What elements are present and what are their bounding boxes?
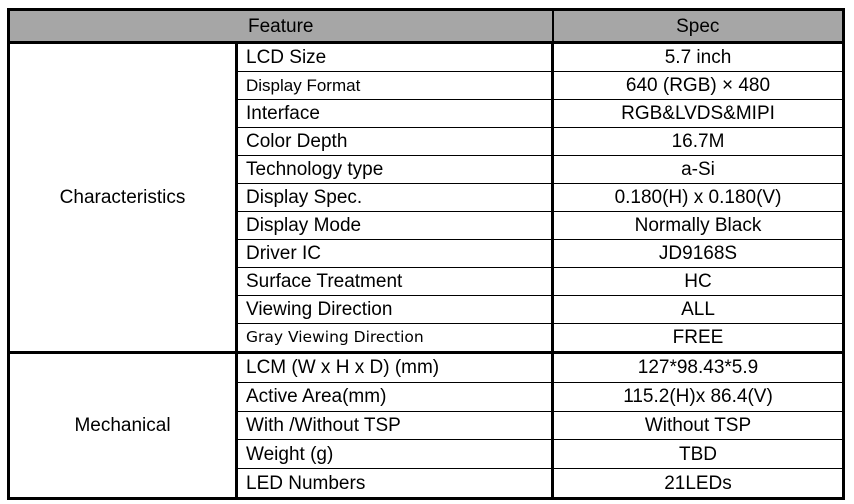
feature-cell: Weight (g) <box>236 439 554 470</box>
feature-cell: LED Numbers <box>236 468 554 500</box>
spec-cell: RGB&LVDS&MIPI <box>552 99 844 128</box>
table-row: Interface RGB&LVDS&MIPI <box>9 99 844 128</box>
feature-cell: Driver IC <box>236 239 554 268</box>
table-row: With /Without TSP Without TSP <box>9 411 844 441</box>
feature-cell: LCD Size <box>236 42 554 72</box>
feature-cell: Interface <box>236 99 554 128</box>
feature-cell: Display Spec. <box>236 183 554 212</box>
spec-cell: 0.180(H) x 0.180(V) <box>552 183 844 212</box>
spec-cell: Normally Black <box>552 211 844 240</box>
feature-cell: Technology type <box>236 155 554 184</box>
feature-cell: With /Without TSP <box>236 411 554 441</box>
spec-cell: Without TSP <box>552 411 844 441</box>
table-row: Technology type a-Si <box>9 155 844 184</box>
group-label: Mechanical <box>8 352 238 500</box>
spec-cell: a-Si <box>552 155 844 184</box>
spec-cell: ALL <box>552 295 844 324</box>
table-row: Display Format 640 (RGB) × 480 <box>9 71 844 100</box>
feature-cell: Color Depth <box>236 127 554 156</box>
table-row: Color Depth 16.7M <box>9 127 844 156</box>
table-row: Display Spec. 0.180(H) x 0.180(V) <box>9 183 844 212</box>
table-row: Driver IC JD9168S <box>9 239 844 268</box>
table-row: Display Mode Normally Black <box>9 211 844 240</box>
spec-cell: 16.7M <box>552 127 844 156</box>
spec-cell: 115.2(H)x 86.4(V) <box>552 382 844 412</box>
spec-table: Feature Spec Characteristics LCD Size 5.7 … <box>7 8 845 500</box>
table-row: LED Numbers 21LEDs <box>9 468 844 500</box>
spec-cell: 127*98.43*5.9 <box>552 352 844 383</box>
spec-cell: 21LEDs <box>552 468 844 500</box>
spec-cell: FREE <box>552 323 844 354</box>
feature-cell: LCM (W x H x D) (mm) <box>236 352 554 383</box>
feature-cell: Display Format <box>236 71 554 100</box>
table-row: Mechanical LCM (W x H x D) (mm) 127*98.43*… <box>8 352 844 500</box>
table-row: Active Area(mm) 115.2(H)x 86.4(V) <box>9 382 844 412</box>
table-row: Surface Treatment HC <box>9 267 844 296</box>
feature-cell: Gray Viewing Direction <box>236 323 554 354</box>
table-row: Viewing Direction ALL <box>9 295 844 324</box>
spec-cell: 5.7 inch <box>552 42 844 72</box>
spec-header: Spec <box>552 9 844 44</box>
feature-cell: Display Mode <box>236 211 554 240</box>
group-label: Characteristics <box>8 42 238 354</box>
table-row: Gray Viewing Direction FREE <box>9 323 844 354</box>
table-row: Weight (g) TBD <box>9 439 844 470</box>
feature-cell: Active Area(mm) <box>236 382 554 412</box>
feature-header: Feature <box>8 9 554 44</box>
header-row: Feature Spec <box>8 9 844 44</box>
table-row: Characteristics LCD Size 5.7 inch <box>8 42 844 354</box>
spec-cell: JD9168S <box>552 239 844 268</box>
feature-cell: Surface Treatment <box>236 267 554 296</box>
feature-cell: Viewing Direction <box>236 295 554 324</box>
spec-cell: HC <box>552 267 844 296</box>
spec-cell: 640 (RGB) × 480 <box>552 71 844 100</box>
spec-cell: TBD <box>552 439 844 470</box>
